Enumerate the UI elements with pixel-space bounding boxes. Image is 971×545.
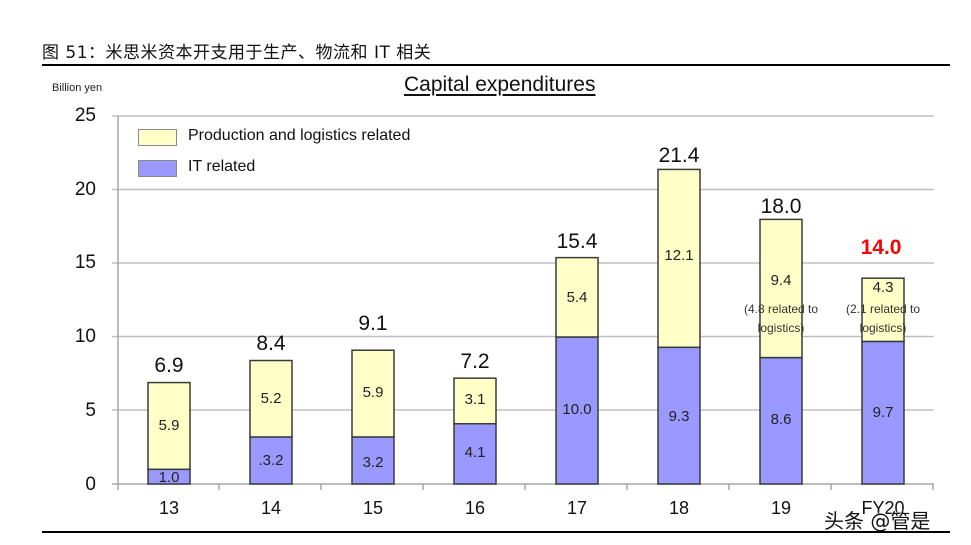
- annotation-line: logistics): [859, 321, 907, 335]
- segment-label: 5.9: [158, 417, 180, 434]
- bar-segment: [453, 422, 497, 485]
- y-tick-label: 20: [74, 179, 96, 200]
- x-tick-label: 16: [464, 498, 486, 518]
- stacked-bars: [147, 168, 905, 485]
- x-tick-label: 18: [668, 498, 690, 518]
- bar-segment: [759, 218, 803, 359]
- segment-label: 8.6: [770, 411, 792, 428]
- bar-segment: [147, 381, 191, 471]
- total-label: 21.4: [658, 144, 700, 167]
- bar-segment: [657, 346, 701, 485]
- total-label: 15.4: [556, 230, 598, 253]
- x-tick-label: 19: [770, 498, 792, 518]
- annotation-line: (4.8 related to: [743, 302, 819, 316]
- bar-segment: [555, 256, 599, 338]
- bar-segment: [759, 356, 803, 485]
- legend-swatch-it: [138, 160, 177, 177]
- segment-label: 4.3: [872, 279, 894, 296]
- legend-swatch-production: [138, 129, 177, 146]
- segment-label: 5.2: [260, 390, 282, 407]
- annotation-fy20: (2.1 related to logistics): [833, 300, 933, 338]
- bar-segment: [861, 277, 905, 343]
- bar-segment: [657, 168, 701, 349]
- total-label: 6.9: [154, 354, 184, 377]
- total-label: 18.0: [760, 195, 802, 218]
- annotation-line: (2.1 related to: [845, 302, 921, 316]
- x-tick-label: 13: [158, 498, 180, 518]
- annotation-19: (4.8 related to logistics): [731, 300, 831, 338]
- total-label-highlighted: 14.0: [860, 236, 902, 259]
- total-label: 8.4: [256, 332, 286, 355]
- y-tick-label: 10: [74, 326, 96, 347]
- legend-label-it: IT related: [188, 158, 256, 175]
- total-label: 7.2: [460, 350, 490, 373]
- y-tick-label: 15: [74, 252, 96, 273]
- bar-segment: [249, 436, 293, 485]
- bar-segment: [453, 377, 497, 425]
- bottom-divider: [42, 531, 950, 533]
- y-axis-unit-label: Billion yen: [52, 82, 103, 94]
- segment-label: 4.1: [464, 444, 486, 461]
- segment-label: 5.4: [566, 289, 588, 306]
- x-tick-label: 15: [362, 498, 384, 518]
- segment-label: 12.1: [664, 247, 694, 264]
- segment-label: 9.3: [668, 408, 690, 425]
- y-tick-label: 0: [85, 474, 96, 495]
- bar-segment: [351, 436, 395, 485]
- bar-segment: [249, 359, 293, 438]
- x-tick-label: 17: [566, 498, 588, 518]
- segment-label: 5.9: [362, 384, 384, 401]
- x-tick-label: 14: [260, 498, 282, 518]
- segment-label: 9.4: [770, 272, 792, 289]
- figure-caption: 图 51：米思米资本开支用于生产、物流和 IT 相关: [42, 43, 432, 63]
- segment-label: 9.7: [872, 404, 894, 421]
- segment-label: 1.0: [158, 469, 180, 486]
- segment-label: .3.2: [258, 452, 284, 469]
- annotation-line: logistics): [757, 321, 805, 335]
- y-tick-label: 25: [74, 105, 96, 126]
- x-tick-label: FY20: [861, 498, 905, 518]
- chart-title: Capital expenditures: [404, 73, 596, 96]
- legend-label-production: Production and logistics related: [188, 127, 411, 144]
- caption-divider: [42, 64, 950, 66]
- y-tick-label: 5: [85, 400, 96, 421]
- segment-label: 3.2: [362, 454, 384, 471]
- segment-label: 3.1: [464, 391, 486, 408]
- watermark: 头条 @管是: [824, 509, 931, 533]
- total-label: 9.1: [358, 312, 388, 335]
- segment-label: 10.0: [562, 401, 592, 418]
- bar-segment: [351, 349, 395, 438]
